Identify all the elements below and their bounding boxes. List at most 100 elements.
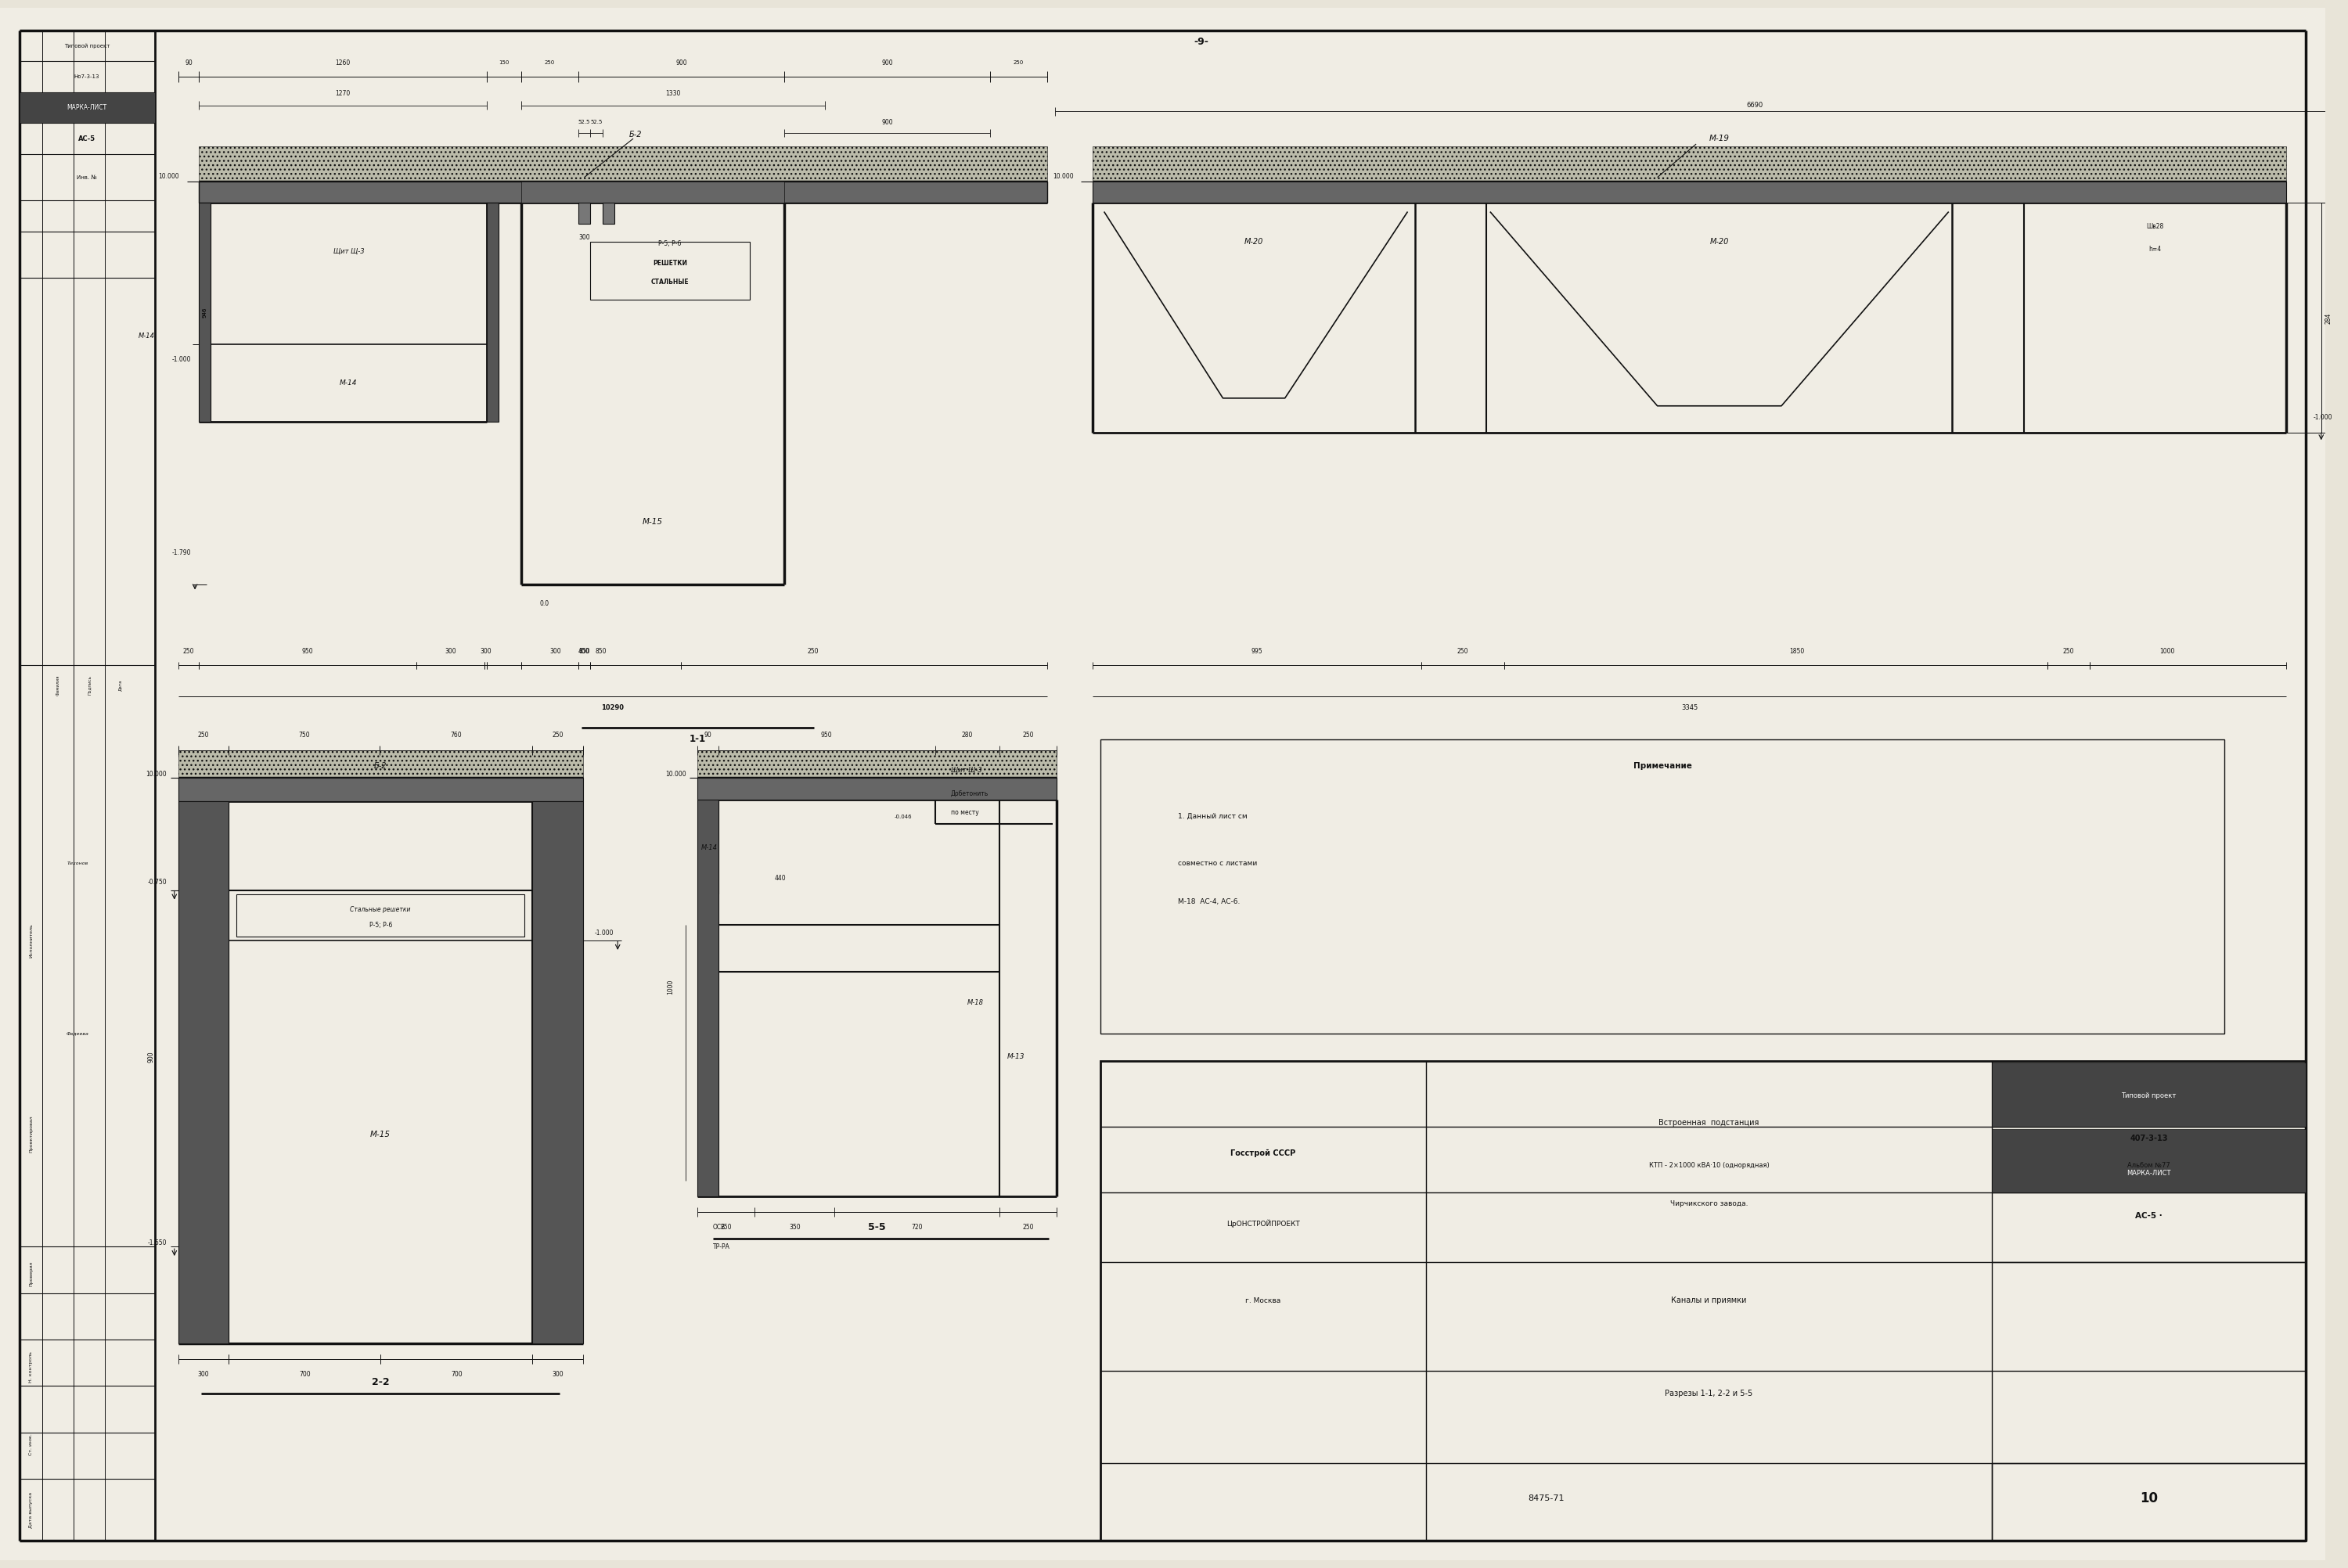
Text: ТР-РА: ТР-РА [714, 1243, 730, 1250]
Text: Б-2: Б-2 [629, 130, 641, 138]
Text: Фамилия: Фамилия [56, 674, 61, 695]
Text: 300: 300 [444, 648, 456, 655]
Text: 1000: 1000 [667, 980, 674, 994]
Text: М-13: М-13 [1007, 1054, 1024, 1060]
Text: 10.000: 10.000 [664, 770, 686, 778]
Text: М-15: М-15 [643, 517, 662, 525]
Bar [486, 202, 498, 422]
Text: М-20: М-20 [1709, 238, 1728, 246]
Text: 407-3-13: 407-3-13 [2130, 1134, 2167, 1142]
Text: Разрезы 1-1, 2-2 и 5-5: Разрезы 1-1, 2-2 и 5-5 [1665, 1389, 1754, 1397]
Bar [200, 146, 1047, 182]
Bar [178, 778, 582, 801]
Text: 900: 900 [676, 60, 688, 66]
Text: КТП - 2×1000 кВА·10 (однорядная): КТП - 2×1000 кВА·10 (однорядная) [1648, 1162, 1768, 1168]
Text: 10.000: 10.000 [1052, 172, 1073, 180]
Text: М-20: М-20 [1244, 238, 1263, 246]
Text: 250: 250 [1458, 648, 1468, 655]
Text: 995: 995 [1251, 648, 1263, 655]
Text: 300: 300 [479, 648, 491, 655]
Bar [697, 800, 718, 1196]
Text: 300: 300 [578, 234, 589, 241]
Text: 900: 900 [880, 119, 892, 125]
Text: 150: 150 [498, 60, 510, 64]
Text: Фадеева: Фадеева [66, 1032, 89, 1035]
Bar [1101, 739, 2224, 1033]
Text: 10290: 10290 [601, 704, 625, 712]
Text: МАРКА-ЛИСТ: МАРКА-ЛИСТ [66, 103, 106, 111]
Text: М-14: М-14 [340, 379, 357, 386]
Bar [178, 801, 228, 1344]
Text: Госстрой СССР: Госстрой СССР [1230, 1149, 1296, 1157]
Text: -9-: -9- [1193, 36, 1209, 47]
Bar [578, 202, 589, 224]
Text: М-18  АС-4, АС-6.: М-18 АС-4, АС-6. [1179, 898, 1240, 905]
Text: М-19: М-19 [1709, 135, 1730, 143]
Text: Дата выпуска: Дата выпуска [28, 1491, 33, 1529]
Bar [1101, 1060, 2306, 1541]
Text: Инв. №: Инв. № [77, 176, 96, 180]
Text: 3345: 3345 [1681, 704, 1698, 712]
Text: Исполнитель: Исполнитель [28, 924, 33, 958]
Bar [178, 751, 582, 778]
Bar [237, 894, 524, 936]
Text: по месту: по месту [951, 809, 979, 817]
Text: -1.790: -1.790 [171, 550, 190, 557]
Text: ОСБ: ОСБ [714, 1223, 726, 1231]
Text: Дата: Дата [117, 679, 122, 690]
Text: 1-1: 1-1 [690, 734, 707, 745]
Text: 750: 750 [298, 732, 310, 739]
Bar [1991, 1463, 2306, 1541]
Text: 52.5: 52.5 [589, 121, 603, 125]
Text: Проектировал: Проектировал [28, 1115, 33, 1152]
Text: СТАЛЬНЫЕ: СТАЛЬНЫЕ [650, 279, 688, 285]
Text: Р-5; Р-6: Р-5; Р-6 [369, 922, 392, 928]
Text: 850: 850 [596, 648, 606, 655]
Text: АС-5: АС-5 [77, 135, 96, 143]
Text: 10.000: 10.000 [160, 172, 178, 180]
Text: 250: 250 [721, 1223, 733, 1231]
Text: Шв28: Шв28 [2146, 223, 2165, 229]
Bar [1991, 1063, 2306, 1126]
Text: 720: 720 [911, 1223, 923, 1231]
Bar [1991, 1129, 2306, 1192]
Text: М-18: М-18 [967, 999, 984, 1007]
Text: 90: 90 [704, 732, 711, 739]
Text: Подпись: Подпись [87, 676, 92, 695]
Text: МАРКА-ЛИСТ: МАРКА-ЛИСТ [2127, 1170, 2172, 1176]
Bar [589, 241, 749, 299]
Text: 900: 900 [148, 1051, 155, 1063]
Text: 10: 10 [2139, 1491, 2158, 1505]
Text: -1.000: -1.000 [2313, 414, 2332, 422]
Text: Тихонов: Тихонов [66, 861, 89, 866]
Text: 52.5: 52.5 [578, 121, 589, 125]
Text: 250: 250 [552, 732, 564, 739]
Text: -1.000: -1.000 [594, 930, 613, 936]
Text: Р-5; Р-6: Р-5; Р-6 [657, 240, 681, 248]
Text: Примечание: Примечание [1634, 762, 1691, 770]
Text: 1000: 1000 [2160, 648, 2174, 655]
Text: 700: 700 [298, 1370, 310, 1378]
Text: 8475-71: 8475-71 [1529, 1494, 1564, 1502]
Bar [19, 93, 155, 124]
Text: 300: 300 [197, 1370, 209, 1378]
Text: 300: 300 [549, 648, 561, 655]
Bar [697, 751, 1057, 778]
Text: 250: 250 [183, 648, 195, 655]
Text: 90: 90 [185, 60, 193, 66]
Text: -1.650: -1.650 [148, 1239, 167, 1247]
Bar [697, 778, 1057, 800]
Text: М-14: М-14 [702, 844, 718, 851]
Text: Но7-3-13: Но7-3-13 [75, 74, 99, 78]
Text: 1850: 1850 [1789, 648, 1806, 655]
Text: Ст. инж.: Ст. инж. [28, 1433, 33, 1455]
Text: М-15: М-15 [371, 1131, 390, 1138]
Text: АС-5 ·: АС-5 · [2134, 1212, 2163, 1220]
Text: Типовой проект: Типовой проект [2120, 1091, 2177, 1099]
Text: ЦрОНСТРОЙПРОЕКТ: ЦрОНСТРОЙПРОЕКТ [1226, 1220, 1301, 1228]
Text: Альбом №17: Альбом №17 [68, 105, 106, 110]
Text: Чирчикского завода.: Чирчикского завода. [1669, 1201, 1747, 1207]
Text: 0.0: 0.0 [540, 601, 549, 607]
Text: 950: 950 [301, 648, 312, 655]
Text: Встроенная  подстанция: Встроенная подстанция [1658, 1118, 1759, 1126]
